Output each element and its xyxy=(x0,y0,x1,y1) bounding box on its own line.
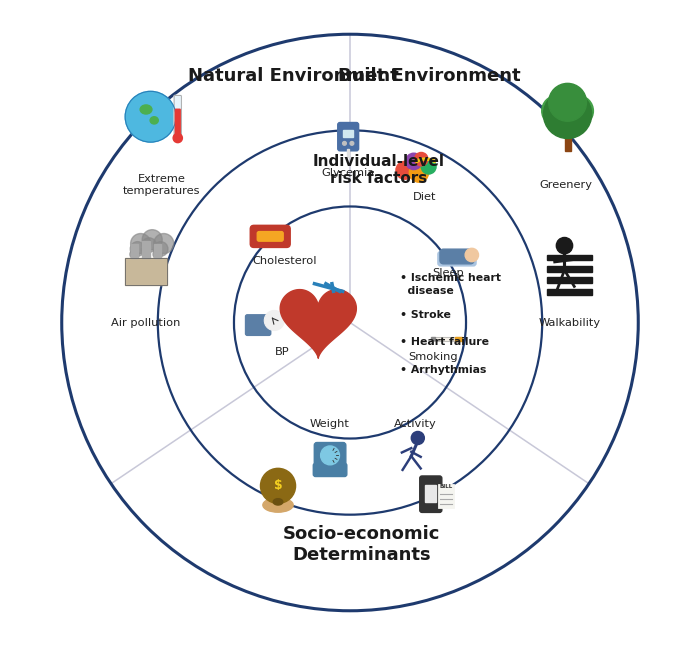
Circle shape xyxy=(321,446,340,465)
Bar xyxy=(434,337,462,341)
Bar xyxy=(547,289,592,295)
Circle shape xyxy=(556,237,573,253)
Text: • Heart failure: • Heart failure xyxy=(400,337,489,348)
Bar xyxy=(547,255,592,261)
Circle shape xyxy=(142,238,156,252)
Circle shape xyxy=(131,233,150,253)
Polygon shape xyxy=(280,290,356,359)
FancyBboxPatch shape xyxy=(314,442,346,470)
Text: BILL: BILL xyxy=(440,484,453,489)
Circle shape xyxy=(350,141,354,145)
FancyBboxPatch shape xyxy=(174,95,181,138)
Bar xyxy=(347,148,349,157)
Bar xyxy=(547,266,592,272)
Bar xyxy=(547,277,592,283)
Circle shape xyxy=(265,310,284,330)
Bar xyxy=(430,337,435,341)
Bar xyxy=(154,244,162,258)
Circle shape xyxy=(125,92,176,142)
FancyBboxPatch shape xyxy=(440,249,474,264)
Text: Walkability: Walkability xyxy=(538,317,601,328)
Bar xyxy=(131,244,139,258)
Circle shape xyxy=(410,163,428,182)
Circle shape xyxy=(342,141,346,145)
Ellipse shape xyxy=(263,498,293,512)
Circle shape xyxy=(396,161,414,179)
Text: • Arrhythmias: • Arrhythmias xyxy=(400,364,486,375)
Text: $: $ xyxy=(274,479,282,492)
Circle shape xyxy=(465,248,479,262)
Text: Sleep: Sleep xyxy=(432,268,464,277)
Circle shape xyxy=(141,246,150,255)
Circle shape xyxy=(154,233,174,253)
Text: Built Environment: Built Environment xyxy=(339,67,521,85)
Text: Weight: Weight xyxy=(310,419,350,429)
Circle shape xyxy=(543,90,592,139)
Text: Activity: Activity xyxy=(394,419,437,429)
Circle shape xyxy=(421,159,436,174)
Text: • Stroke: • Stroke xyxy=(400,310,451,321)
Ellipse shape xyxy=(150,117,158,124)
Text: Individual-level
risk factors: Individual-level risk factors xyxy=(313,154,445,186)
Circle shape xyxy=(173,134,183,143)
Circle shape xyxy=(130,242,145,256)
Bar xyxy=(125,258,167,285)
Bar xyxy=(564,130,570,152)
FancyBboxPatch shape xyxy=(438,252,476,266)
Bar xyxy=(343,130,354,137)
Text: Greenery: Greenery xyxy=(539,180,592,190)
Circle shape xyxy=(405,154,422,170)
Circle shape xyxy=(153,250,162,259)
Text: Natural Environment: Natural Environment xyxy=(188,67,399,85)
Text: Cholesterol: Cholesterol xyxy=(253,256,317,266)
Bar xyxy=(434,337,462,341)
Circle shape xyxy=(260,468,295,504)
Text: • Ischemic heart
  disease: • Ischemic heart disease xyxy=(400,273,501,296)
FancyBboxPatch shape xyxy=(420,476,442,512)
FancyBboxPatch shape xyxy=(246,315,271,335)
Circle shape xyxy=(412,432,424,444)
Circle shape xyxy=(549,83,587,121)
FancyBboxPatch shape xyxy=(314,463,346,477)
FancyBboxPatch shape xyxy=(337,123,358,151)
FancyBboxPatch shape xyxy=(258,232,284,241)
Circle shape xyxy=(153,242,168,256)
Text: Extreme
temperatures: Extreme temperatures xyxy=(122,174,200,195)
Text: BP: BP xyxy=(274,346,289,357)
Bar xyxy=(425,484,436,502)
Bar xyxy=(438,484,454,508)
Text: Air pollution: Air pollution xyxy=(111,317,181,328)
Bar xyxy=(454,337,462,341)
Circle shape xyxy=(414,152,428,166)
Text: Diet: Diet xyxy=(412,192,436,203)
FancyBboxPatch shape xyxy=(175,109,180,137)
Bar xyxy=(125,258,167,285)
FancyBboxPatch shape xyxy=(250,225,290,248)
Text: Socio-economic
Determinants: Socio-economic Determinants xyxy=(283,525,440,564)
Circle shape xyxy=(142,230,162,250)
Ellipse shape xyxy=(140,105,152,114)
Circle shape xyxy=(130,250,139,259)
Circle shape xyxy=(542,95,573,126)
Bar xyxy=(142,241,150,258)
Ellipse shape xyxy=(273,499,283,505)
Text: Smoking: Smoking xyxy=(409,352,458,362)
Text: Glycemia: Glycemia xyxy=(321,168,374,178)
Circle shape xyxy=(562,95,594,126)
